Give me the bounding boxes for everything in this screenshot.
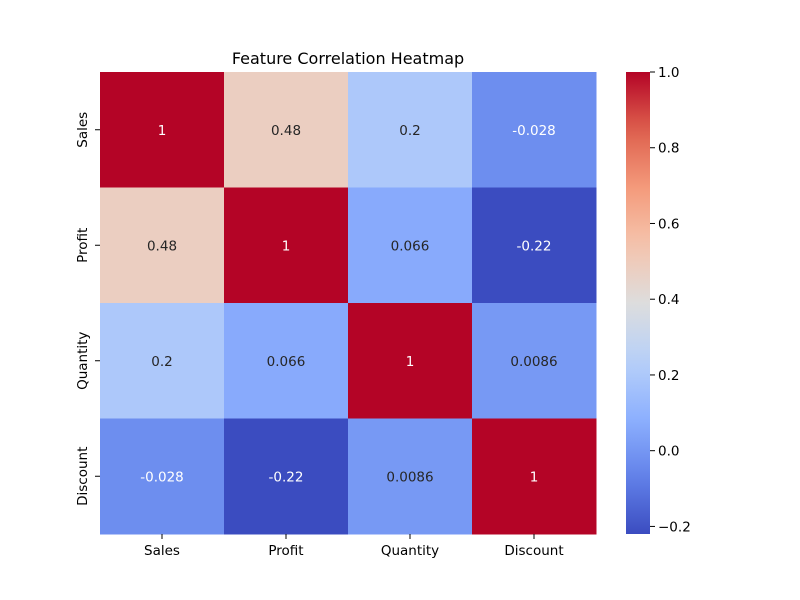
cell-annotation: 0.066 <box>391 238 430 254</box>
heatmap-cell <box>348 72 473 188</box>
heatmap-cell <box>472 187 597 304</box>
cell-annotation: -0.028 <box>512 123 556 139</box>
cell-annotation: 1 <box>282 238 291 254</box>
cell-annotation: 0.48 <box>271 123 301 139</box>
colorbar-tick-label: 0.4 <box>658 292 679 308</box>
heatmap-cell <box>224 303 349 419</box>
heatmap-cell <box>472 418 597 535</box>
cell-annotation: -0.22 <box>517 238 552 254</box>
heatmap-cell <box>100 187 225 304</box>
heatmap-cell <box>348 187 473 304</box>
y-tick-label: Profit <box>75 228 91 263</box>
x-tick-label: Quantity <box>381 543 439 559</box>
cell-annotation: 0.48 <box>147 238 177 254</box>
x-tick-label: Sales <box>144 543 180 559</box>
cell-annotations: 1 0.48 0.2 -0.028 0.48 1 0.066 -0.22 0.2 0.066 1 0.… <box>140 123 557 486</box>
heatmap-cell <box>472 303 597 419</box>
heatmap-cell <box>100 418 225 535</box>
colorbar-tick-label: 0.0 <box>658 444 679 460</box>
chart-title: Feature Correlation Heatmap <box>232 49 464 68</box>
cell-annotation: 0.2 <box>151 354 172 370</box>
heatmap-cell <box>224 418 349 535</box>
colorbar-ticks: −0.2 0.0 0.2 0.4 0.6 0.8 1.0 <box>650 65 691 535</box>
y-tick-label: Sales <box>75 112 91 148</box>
cell-annotation: 0.066 <box>267 354 306 370</box>
cell-annotation: -0.22 <box>269 469 304 485</box>
colorbar-tick-label: 0.2 <box>658 368 679 384</box>
colorbar-tick-label: −0.2 <box>658 519 691 535</box>
cell-annotation: 0.0086 <box>510 354 557 370</box>
heatmap-cell <box>348 418 473 535</box>
colorbar-gradient <box>626 72 650 534</box>
heatmap-cell <box>472 72 597 188</box>
heatmap-cell <box>100 303 225 419</box>
heatmap-cell <box>348 303 473 419</box>
y-tick-label: Discount <box>75 447 91 506</box>
cell-annotation: 0.2 <box>399 123 420 139</box>
x-tick-label: Profit <box>268 543 303 559</box>
heatmap-cell <box>224 72 349 188</box>
x-axis: Sales Profit Quantity Discount <box>144 534 564 559</box>
heatmap-cell <box>224 187 349 304</box>
colorbar-tick-label: 1.0 <box>658 65 679 81</box>
cell-annotation: -0.028 <box>140 469 184 485</box>
x-tick-label: Discount <box>504 543 563 559</box>
cell-annotation: 1 <box>406 354 415 370</box>
colorbar-tick-label: 0.6 <box>658 216 679 232</box>
cell-annotation: 1 <box>530 469 539 485</box>
cell-annotation: 1 <box>158 123 167 139</box>
y-axis: Sales Profit Quantity Discount <box>75 112 100 506</box>
heatmap-cells <box>100 72 597 535</box>
y-tick-label: Quantity <box>75 332 91 390</box>
colorbar-tick-label: 0.8 <box>658 141 679 157</box>
heatmap-cell <box>100 72 225 188</box>
colorbar: −0.2 0.0 0.2 0.4 0.6 0.8 1.0 <box>626 65 691 535</box>
cell-annotation: 0.0086 <box>386 469 433 485</box>
